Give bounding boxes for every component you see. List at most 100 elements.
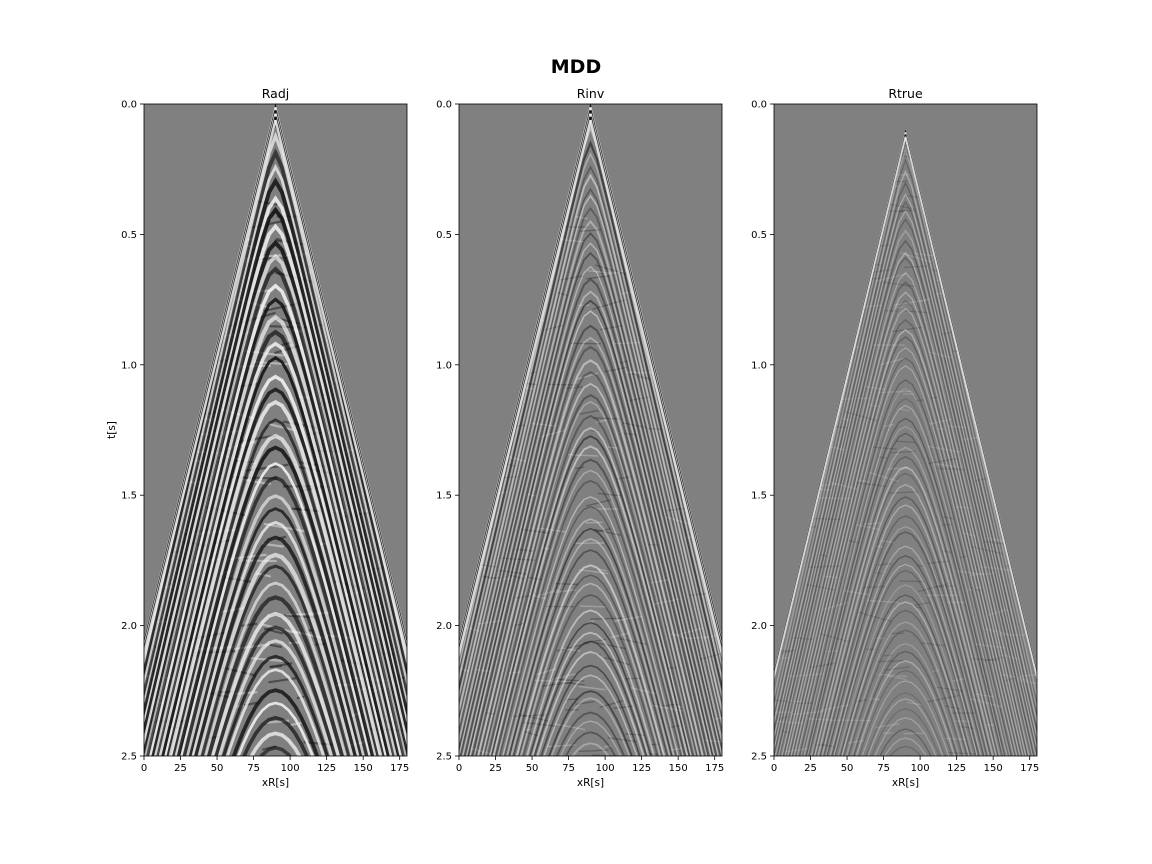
event-curve [778,256,1033,756]
event-curve [536,650,645,756]
panel-radj: Radj 0 25 50 75 100 125 150 175 0.0 0.5 1.0 1.5 2.0 2.… [106,86,409,789]
event-curve [774,147,1037,712]
noise-streak [565,386,583,390]
noise-streak [888,491,919,494]
noise-streak [269,664,283,669]
noise-streak [931,669,940,673]
noise-streak [856,524,880,531]
event-curve [510,537,671,756]
seismic-image [774,104,1037,756]
noise-streak [1018,674,1037,678]
event-curve [807,425,1004,756]
noise-streak [788,673,822,678]
x-tick-label: 25 [489,763,502,774]
event-curve [543,674,638,756]
noise-streak [927,445,962,454]
noise-streak [975,693,995,698]
x-axis-label: xR[s] [892,777,919,789]
empty-region-mask [774,104,1037,671]
noise-streak [670,724,681,729]
noise-streak [604,745,612,748]
event-curve [459,219,722,746]
event-curve [819,496,992,756]
event-curve [774,181,1037,734]
event-curve [467,299,714,756]
event-curve [512,549,669,756]
event-curve [166,387,385,756]
noise-streak [674,627,703,637]
noise-streak [792,636,813,641]
event-curve [810,446,1001,756]
noise-streak [913,601,930,607]
event-curve [465,290,716,756]
y-tick-label: 1.0 [751,360,767,371]
x-tick-label: 0 [771,763,777,774]
event-curve [790,328,1021,756]
event-curve [776,239,1035,756]
x-tick-label: 75 [247,763,260,774]
event-curve [258,745,293,756]
noise-streak [875,571,883,575]
noise-streak [1004,676,1018,682]
noise-streak [575,700,595,706]
event-curve [186,494,365,756]
direct-wave-left [144,119,277,660]
noise-streak [930,396,938,399]
event-curve [774,218,1037,756]
event-curve [459,194,722,727]
event-curve [144,163,407,711]
noise-streak [293,507,308,512]
y-tick-label: 0.0 [751,100,767,111]
event-curve [823,515,988,756]
event-curve [504,505,677,756]
event-curve [774,193,1037,741]
noise-streak [827,650,838,653]
x-tick-label: 125 [947,763,966,774]
event-curve [214,625,337,756]
event-curve [855,660,956,756]
noise-streak [855,699,867,703]
noise-streak [810,517,842,521]
event-curve [473,336,708,756]
noise-streak [885,202,915,210]
noise-streak [899,580,924,583]
event-curve [889,745,922,756]
noise-streak [590,617,625,620]
event-curve [814,466,997,756]
noise-streak [875,545,884,549]
noise-streak [933,463,959,468]
noise-streak [578,685,606,691]
event-curve [845,621,966,756]
noise-streak [904,265,929,269]
noise-streak [917,583,949,593]
x-tick-label: 25 [174,763,187,774]
event-curve [559,720,622,756]
event-curve [834,569,977,756]
event-curve [808,432,1003,756]
event-curve [803,404,1008,756]
x-tick-label: 75 [877,763,890,774]
event-curve [494,458,687,756]
noise-streak [820,743,836,748]
event-curve [489,427,692,756]
noise-streak [625,677,642,680]
event-curve [785,299,1026,756]
noise-streak [554,582,579,586]
noise-streak [623,432,637,436]
x-tick-label: 0 [456,763,462,774]
axes-frame [458,103,723,757]
noise-streak [905,310,928,314]
noise-streak [869,404,879,408]
event-curve [200,564,351,756]
noise-streak [518,713,550,723]
event-curve [833,563,978,756]
noise-streak [897,209,907,213]
y-tick-label: 2.5 [751,752,767,763]
noise-streak [867,599,899,604]
y-tick-label: 1.0 [121,360,137,371]
noise-streak [784,747,808,753]
x-tick-label: 50 [211,763,224,774]
event-curve [197,552,354,756]
event-curve [151,297,400,756]
noise-streak [937,467,965,471]
